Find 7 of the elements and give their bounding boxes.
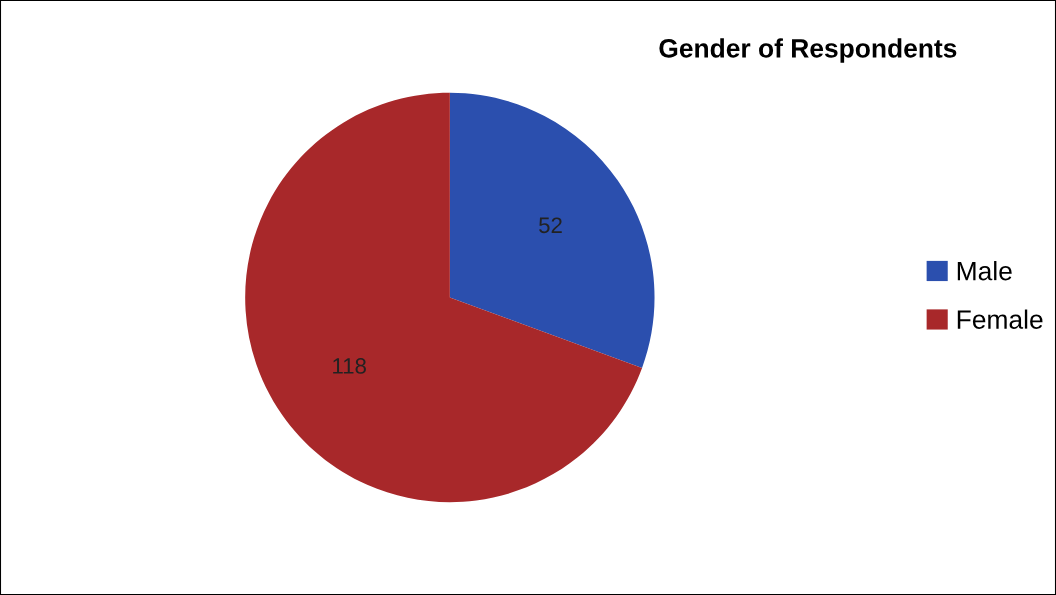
data-label: 52 — [539, 217, 562, 234]
pie-slice — [245, 92, 643, 503]
legend-label: Female — [957, 309, 1043, 329]
pie-slice — [449, 92, 655, 368]
data-label: 118 — [333, 358, 366, 374]
chart-title: Gender of Respondents — [659, 38, 957, 63]
legend-label: Male — [957, 261, 1012, 281]
